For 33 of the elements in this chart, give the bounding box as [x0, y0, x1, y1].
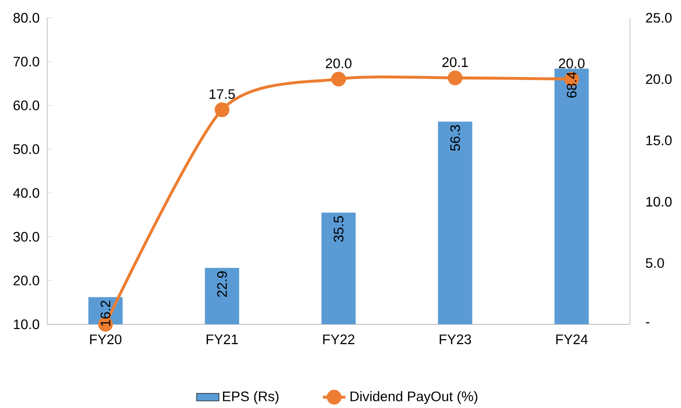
legend-label: EPS (Rs) — [223, 390, 278, 404]
data-label: 20.1 — [442, 57, 468, 67]
y2-tick-label: 15.0 — [646, 135, 672, 146]
y2-tick-label: 10.0 — [646, 196, 672, 206]
data-label: 56.3 — [450, 124, 460, 151]
point — [331, 72, 346, 86]
x-tick-label: FY21 — [206, 334, 238, 344]
y2-tick-label: 25.0 — [646, 12, 672, 22]
y2-tick-label: 5.0 — [646, 258, 664, 268]
point — [448, 70, 462, 86]
y2-tick-label: - — [646, 322, 650, 324]
y-tick-label: 40.0 — [13, 188, 40, 198]
x-tick-label: FY22 — [323, 334, 354, 344]
y-tick-label: 50.0 — [13, 144, 40, 154]
y-tick-label: 10.0 — [14, 319, 40, 329]
legend-label: Dividend PayOut (%) — [350, 390, 478, 404]
y-tick-label: 60.0 — [14, 100, 40, 110]
x-tick-label: FY23 — [440, 334, 471, 344]
y2-tick-label: 20.0 — [646, 74, 672, 84]
y-tick-label: 80.0 — [13, 12, 40, 22]
data-label: 22.9 — [217, 271, 227, 297]
y-tick-label: 30.0 — [13, 232, 40, 242]
y-tick-label: 70.0 — [14, 56, 40, 66]
y-tick-label: 20.0 — [14, 275, 40, 286]
point — [214, 102, 230, 117]
data-label: 16.2 — [100, 300, 110, 326]
data-label: 68.4 — [566, 72, 577, 98]
data-label: 20.0 — [558, 58, 585, 68]
data-label: 35.5 — [334, 216, 344, 242]
data-label: 20.0 — [326, 58, 352, 68]
data-label: 17.5 — [210, 89, 235, 99]
x-tick-label: FY20 — [90, 334, 122, 344]
x-tick-label: FY24 — [556, 334, 588, 344]
